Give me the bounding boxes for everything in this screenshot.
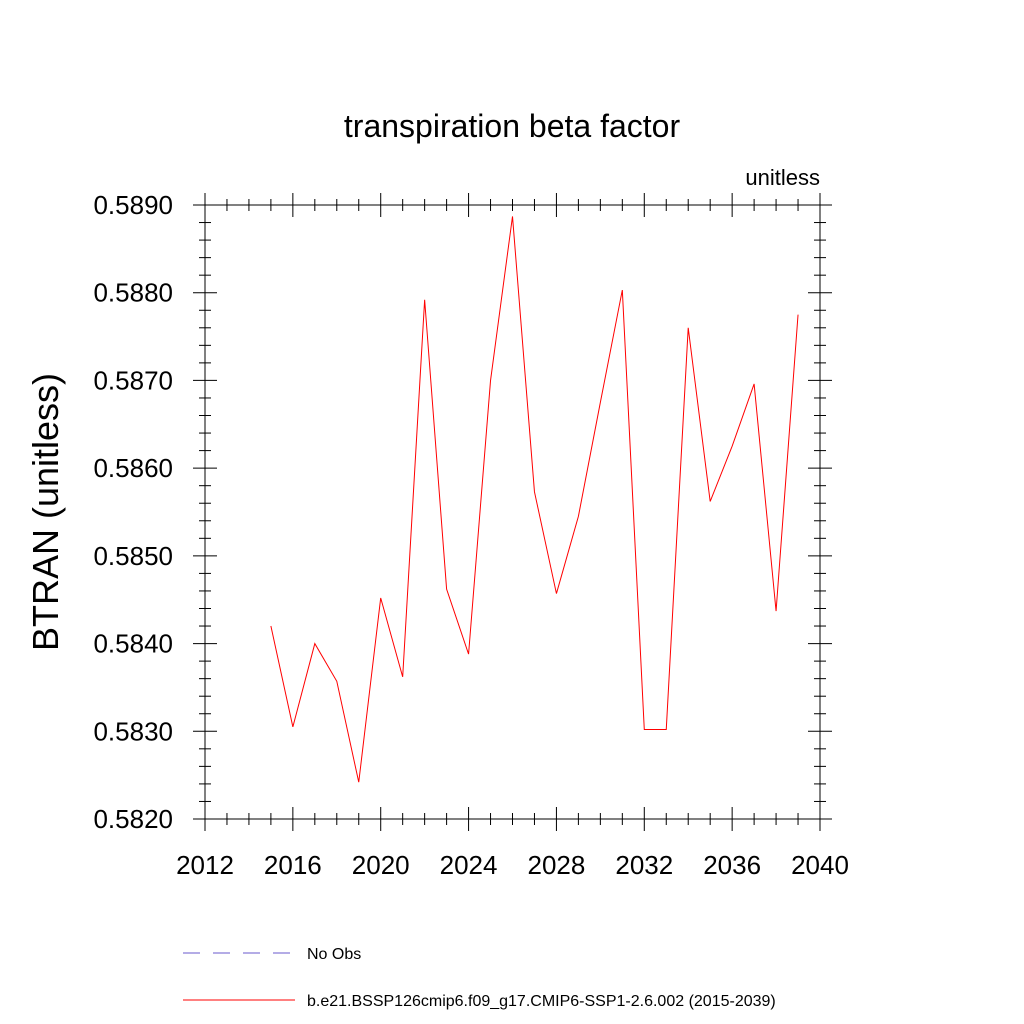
axis-ticks xyxy=(193,193,832,831)
x-tick-label: 2012 xyxy=(176,850,234,880)
chart-title: transpiration beta factor xyxy=(344,108,681,144)
y-tick-label: 0.5850 xyxy=(93,541,173,571)
x-tick-label: 2036 xyxy=(703,850,761,880)
y-tick-labels: 0.5820 0.5830 0.5840 0.5850 0.5860 0.5870 0.58… xyxy=(93,190,173,834)
series-line xyxy=(270,216,799,783)
y-tick-label: 0.5860 xyxy=(93,453,173,483)
x-tick-label: 2020 xyxy=(352,850,410,880)
legend: No Obs b.e21.BSSP126cmip6.f09_g17.CMIP6-… xyxy=(183,946,776,1010)
x-tick-label: 2028 xyxy=(528,850,586,880)
y-tick-label: 0.5830 xyxy=(93,716,173,746)
y-tick-label: 0.5870 xyxy=(93,365,173,395)
units-label: unitless xyxy=(745,165,820,190)
y-tick-label: 0.5820 xyxy=(93,804,173,834)
legend-label-model-run: b.e21.BSSP126cmip6.f09_g17.CMIP6-SSP1-2.… xyxy=(307,993,776,1010)
x-tick-label: 2024 xyxy=(440,850,498,880)
data-series xyxy=(270,216,799,783)
y-tick-label: 0.5840 xyxy=(93,629,173,659)
x-tick-labels: 2012 2016 2020 2024 2028 2032 2036 2040 xyxy=(176,850,849,880)
y-axis-label: BTRAN (unitless) xyxy=(25,373,66,651)
y-tick-label: 0.5890 xyxy=(93,190,173,220)
x-tick-label: 2040 xyxy=(791,850,849,880)
x-tick-label: 2032 xyxy=(615,850,673,880)
y-tick-label: 0.5880 xyxy=(93,278,173,308)
x-tick-label: 2016 xyxy=(264,850,322,880)
legend-label-no-obs: No Obs xyxy=(307,946,361,963)
plot-frame xyxy=(204,204,821,820)
